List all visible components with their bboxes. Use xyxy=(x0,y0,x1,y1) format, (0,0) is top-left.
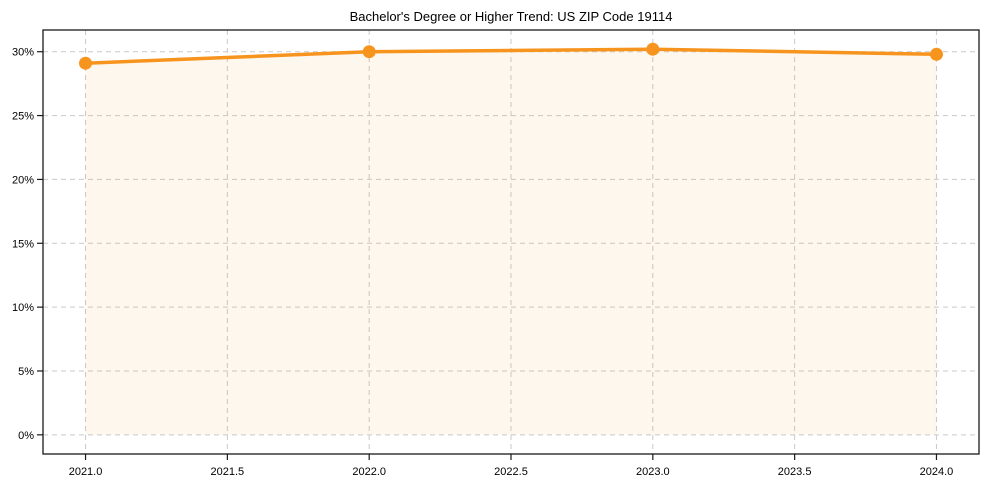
x-tick-label: 2021.5 xyxy=(211,466,245,478)
x-tick-label: 2022.0 xyxy=(352,466,386,478)
trend-line xyxy=(83,47,939,65)
x-tick-label: 2024.0 xyxy=(920,466,954,478)
data-point-marker xyxy=(362,45,376,59)
y-tick-label: 30% xyxy=(12,47,34,59)
y-tick-label: 25% xyxy=(12,111,34,123)
x-tick-label: 2023.5 xyxy=(778,466,812,478)
y-tick-label: 20% xyxy=(12,174,34,186)
trend-line-path xyxy=(83,47,939,65)
chart-title: Bachelor's Degree or Higher Trend: US ZI… xyxy=(350,9,673,24)
x-tick-label: 2021.0 xyxy=(69,466,103,478)
area-fill xyxy=(85,49,937,435)
data-point-marker xyxy=(79,56,92,70)
y-tick-label: 10% xyxy=(12,302,34,314)
y-tick-label: 5% xyxy=(18,366,34,378)
y-axis-ticks: 0% 5% 10% 15% 20% 25% 30% xyxy=(12,47,43,442)
x-tick-label: 2022.5 xyxy=(494,466,528,478)
y-tick-label: 0% xyxy=(18,430,34,442)
data-points xyxy=(79,42,943,70)
data-point-marker xyxy=(930,47,943,61)
x-tick-label: 2023.0 xyxy=(636,466,670,478)
x-axis-ticks: 2021.0 2021.5 2022.0 2022.5 2023.0 2023.5 2024… xyxy=(69,454,954,478)
y-tick-label: 15% xyxy=(12,238,34,250)
area-fill-path xyxy=(85,49,937,435)
data-point-marker xyxy=(646,42,660,56)
